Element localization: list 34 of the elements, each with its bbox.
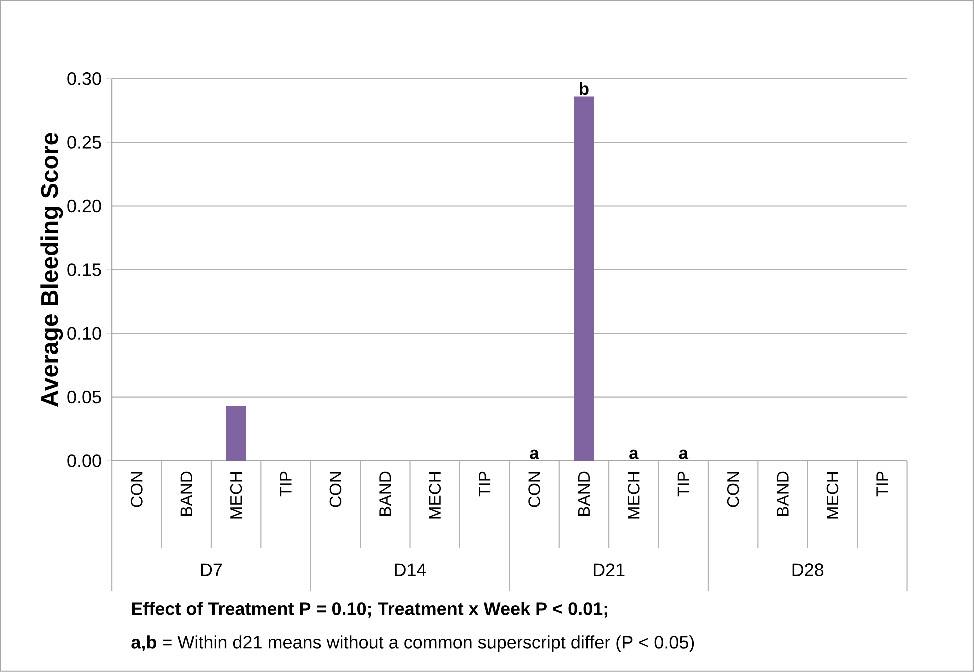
data-label: a — [679, 450, 689, 460]
text: a,b = Within d21 means without a common superscript differ (P < 0.05) — [132, 636, 694, 652]
data-label: b — [580, 82, 589, 96]
y-tick-label: 0.05 — [68, 390, 102, 404]
x-tick-label: CON — [330, 472, 342, 508]
x-tick-label: BAND — [380, 472, 392, 516]
x-tick-label: TIP — [678, 472, 690, 497]
text: Effect of Treatment P = 0.10; Treatment x Week P < 0.01; — [132, 602, 608, 618]
x-tick-label: MECH — [826, 472, 839, 519]
x-tick-label: TIP — [479, 472, 491, 497]
x-tick-label: MECH — [628, 472, 640, 519]
x-tick-label: CON — [528, 472, 540, 508]
x-tick-label: CON — [727, 472, 740, 508]
data-label: a — [630, 450, 639, 460]
x-tick-label: TIP — [280, 472, 292, 497]
y-tick-label: 0.25 — [68, 136, 102, 149]
y-tick-label: 0.10 — [68, 327, 102, 340]
data-label: a — [530, 450, 540, 460]
x-tick-label: BAND — [180, 472, 192, 516]
x-tick-label: BAND — [777, 472, 789, 516]
text: D7 — [201, 564, 222, 576]
y-tick-label: 0.20 — [68, 200, 102, 213]
y-tick-label: 0.00 — [68, 454, 102, 468]
x-tick-label: CON — [131, 472, 143, 508]
x-tick-label: MECH — [230, 472, 242, 519]
text: D14 — [395, 564, 426, 576]
x-tick-label: TIP — [876, 472, 888, 497]
text: D21 — [594, 564, 625, 576]
y-tick-label: 0.30 — [68, 72, 102, 86]
x-tick-label: MECH — [429, 472, 442, 519]
text: D28 — [792, 564, 824, 576]
y-tick-label: 0.15 — [68, 264, 102, 276]
y-axis-title: Average Bleeding Score — [40, 133, 64, 408]
x-tick-label: BAND — [578, 472, 590, 516]
